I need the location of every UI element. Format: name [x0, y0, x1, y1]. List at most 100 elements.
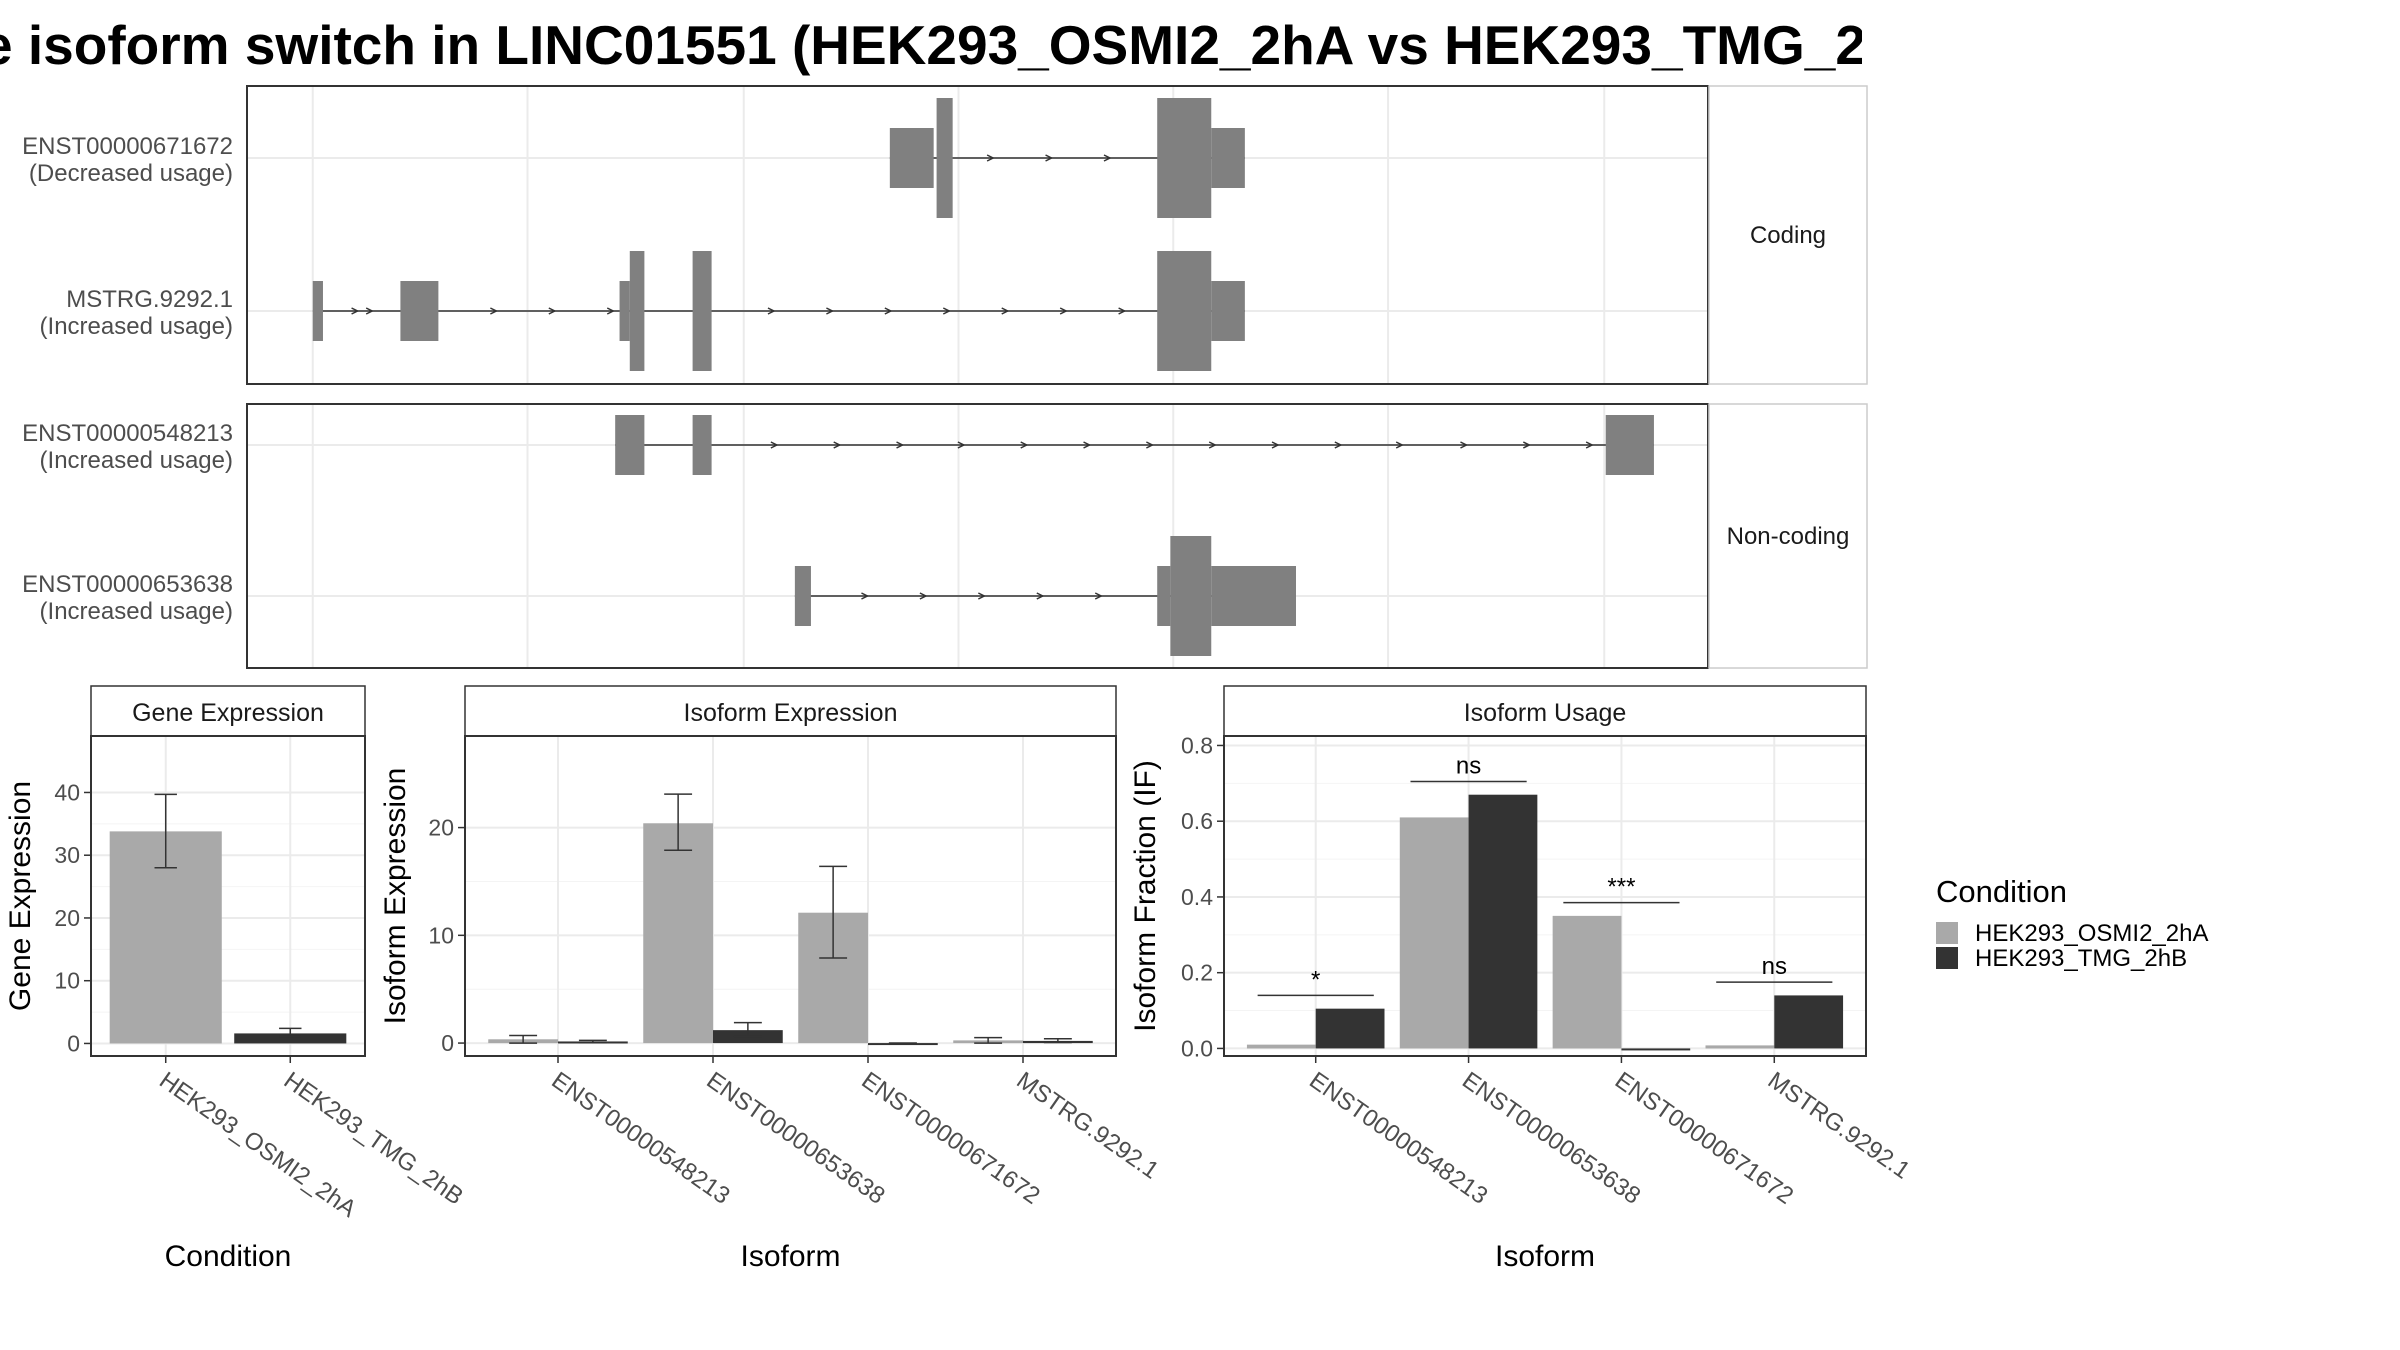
isoform-expression-panel: Isoform Expression01020ENST00000548213EN… — [379, 685, 1164, 1273]
strand-arrow — [1208, 441, 1217, 449]
exon-block — [629, 251, 645, 371]
structure-group-1: ENST00000548213(Increased usage) ENST0000… — [22, 403, 1868, 669]
exon-block — [1211, 566, 1296, 626]
strand-arrow — [1334, 441, 1343, 449]
bar — [1621, 1048, 1691, 1051]
exon-block — [615, 415, 645, 475]
y-tick-label: 20 — [54, 905, 80, 931]
facet-strip-label: Coding — [1750, 222, 1826, 249]
y-tick-label: 0.8 — [1181, 732, 1213, 758]
plot-background — [465, 736, 1116, 1056]
isoform-usage-panel: Isoform Usage*ns***ns0.00.20.40.60.8ENST… — [1129, 685, 1915, 1273]
y-tick-label: 0 — [67, 1030, 80, 1056]
strand-arrow — [548, 307, 557, 315]
panel-border — [246, 403, 1709, 669]
gene-expression-panel: Gene Expression 0 10 20 30 40 HEK293_OSMI2_2hA… — [4, 685, 468, 1273]
exon-block — [936, 98, 953, 218]
strand-arrow — [826, 307, 835, 315]
bar — [1552, 915, 1622, 1049]
plot-border — [1223, 735, 1867, 1057]
y-tick-label: 20 — [428, 815, 454, 841]
y-tick-label: 0.4 — [1181, 884, 1213, 910]
y-tick-label: 10 — [428, 922, 454, 948]
significance-label: *** — [1607, 874, 1635, 901]
isoform-usage-label: (Decreased usage) — [29, 160, 233, 187]
isoform-usage-label: (Increased usage) — [40, 447, 233, 474]
strand-arrow — [767, 307, 776, 315]
strand-arrow — [1146, 441, 1155, 449]
y-tick-label: 10 — [54, 968, 80, 994]
y-tick-label: 30 — [54, 842, 80, 868]
strand-arrow — [1045, 154, 1054, 162]
structure-group-0: ENST00000671672(Decreased usage) MSTRG.92… — [22, 85, 1868, 385]
significance-label: ns — [1762, 953, 1787, 980]
strand-arrow — [606, 307, 615, 315]
exon-block — [312, 281, 323, 341]
panel-border — [246, 85, 1709, 385]
strand-arrow — [1522, 441, 1531, 449]
isoform-structure-panel: ENST00000671672(Decreased usage) MSTRG.92… — [22, 85, 1868, 669]
strand-arrow — [1271, 441, 1280, 449]
legend-title: Condition — [1936, 874, 2067, 909]
strand-arrow — [1118, 307, 1127, 315]
strand-arrow — [957, 441, 966, 449]
panel-background — [247, 404, 1708, 668]
facet-strip-label: Non-coding — [1727, 523, 1850, 550]
exon-block — [1157, 566, 1171, 626]
x-tick-label: HEK293_OSMI2_2hA — [154, 1067, 361, 1223]
y-axis-title: Gene Expression — [4, 781, 37, 1011]
strand-arrow — [1585, 441, 1594, 449]
strand-arrow — [1020, 441, 1029, 449]
exon-block — [692, 251, 712, 371]
bar — [1705, 1045, 1775, 1049]
panel-strip — [90, 685, 366, 737]
exon-block — [1605, 415, 1654, 475]
isoform-usage-label: (Increased usage) — [40, 598, 233, 625]
strand-arrow — [896, 441, 905, 449]
legend-key — [1936, 947, 1958, 969]
exon-block — [1157, 251, 1212, 371]
exon-block — [889, 128, 934, 188]
strand-arrow — [770, 441, 779, 449]
strand-arrow — [919, 592, 928, 600]
exon-block — [1211, 281, 1245, 341]
panel-strip — [1223, 685, 1867, 737]
isoform-id-label: ENST00000653638 — [22, 571, 233, 598]
isoform-ENST00000653638: ENST00000653638(Increased usage) — [22, 536, 1296, 656]
strand-arrow — [1103, 154, 1112, 162]
y-axis-title: Isoform Fraction (IF) — [1129, 760, 1162, 1032]
y-tick-label: 0 — [441, 1030, 454, 1056]
strand-arrow — [833, 441, 842, 449]
panel-strip-title: Gene Expression — [132, 699, 324, 727]
isoform-ENST00000671672: ENST00000671672(Decreased usage) — [22, 98, 1245, 218]
y-axis-title: Isoform Expression — [379, 768, 412, 1025]
strand-arrow — [1460, 441, 1469, 449]
bar — [643, 823, 713, 1044]
strand-arrow — [1395, 441, 1404, 449]
strand-arrow — [365, 307, 374, 315]
y-tick-label: 0.2 — [1181, 960, 1213, 986]
bar — [868, 1043, 938, 1046]
bar — [1399, 817, 1469, 1049]
strand-arrow — [351, 307, 360, 315]
x-axis-title: Condition — [165, 1240, 292, 1273]
strand-arrow — [490, 307, 499, 315]
bar — [1468, 794, 1538, 1049]
bar — [1774, 995, 1844, 1049]
exon-block — [619, 281, 630, 341]
isoform-usage-label: (Increased usage) — [40, 313, 233, 340]
exon-block — [400, 281, 439, 341]
panel-strip-title: Isoform Usage — [1464, 699, 1627, 727]
facet-strip — [1708, 403, 1868, 669]
strand-arrow — [1001, 307, 1010, 315]
strand-arrow — [861, 592, 870, 600]
strand-arrow — [884, 307, 893, 315]
isoform-id-label: MSTRG.9292.1 — [66, 286, 233, 313]
x-tick-label: MSTRG.9292.1 — [1012, 1067, 1164, 1185]
panel-background — [247, 86, 1708, 384]
panel-strip-title: Isoform Expression — [684, 699, 898, 727]
strand-arrow — [1094, 592, 1103, 600]
isoform-ENST00000548213: ENST00000548213(Increased usage) — [22, 415, 1654, 475]
